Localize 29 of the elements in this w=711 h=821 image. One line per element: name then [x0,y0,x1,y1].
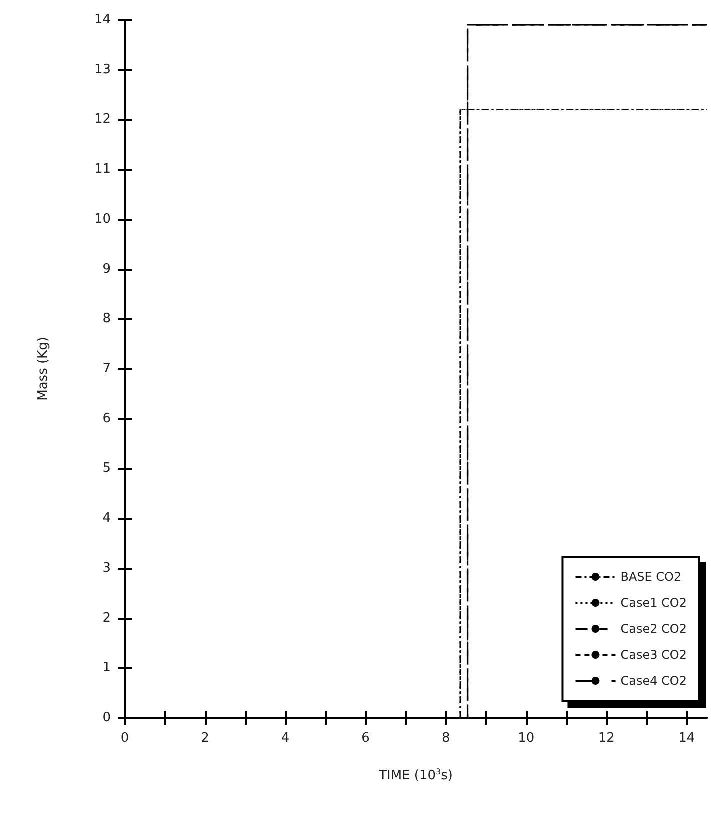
y-tick-label: 10 [94,212,111,227]
y-tick-label: 6 [102,411,111,426]
y-tick-label: 0 [102,710,111,726]
legend-label: BASE CO2 [620,570,682,584]
x-tick-label: 8 [442,731,450,746]
y-tick-label: 3 [102,560,111,576]
y-tick-label: 1 [102,660,111,676]
y-tick-label: 11 [94,162,111,178]
x-tick-label: 4 [281,731,290,746]
x-tick-label: 12 [598,731,615,746]
y-tick-label: 4 [102,511,111,526]
x-tick-label: 6 [362,731,370,746]
y-tick-label: 12 [94,112,111,128]
x-tick-label: 2 [201,731,210,746]
y-tick-label: 5 [102,461,111,476]
y-tick-label: 2 [102,610,111,626]
legend-label: Case1 CO2 [620,596,688,610]
x-tick-label: 0 [120,731,130,746]
legend-label: Case2 CO2 [620,622,688,636]
y-tick-label: 13 [94,62,111,78]
y-tick-label: 7 [102,362,111,376]
y-tick-label: 14 [94,12,111,28]
y-tick-label: 8 [102,312,111,327]
x-tick-label: 10 [518,731,535,746]
y-axis-title: Mass (Kg) [36,337,51,401]
y-tick-label: 9 [102,262,111,277]
x-tick-label: 14 [678,731,696,746]
legend-label: Case3 CO2 [620,648,688,662]
legend-label: Case4 CO2 [620,674,688,688]
